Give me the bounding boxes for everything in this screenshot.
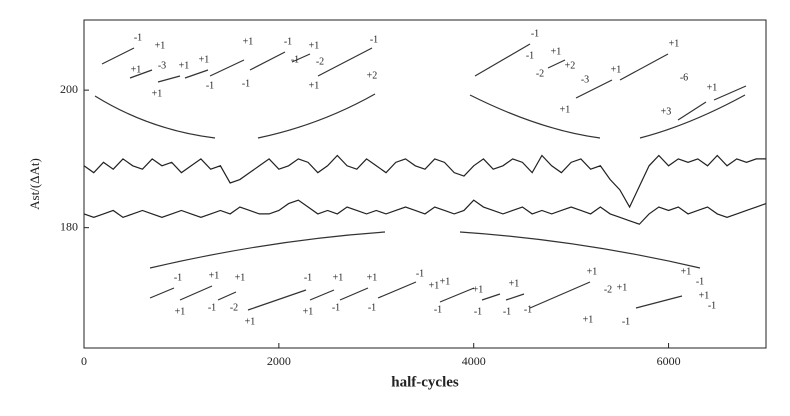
annotation: +2 bbox=[565, 60, 576, 71]
annotation: +1 bbox=[199, 54, 210, 65]
x-tick-label: 4000 bbox=[462, 354, 486, 368]
annotation: +1 bbox=[309, 80, 320, 91]
annotation: -3 bbox=[581, 74, 589, 85]
annotation: -2 bbox=[316, 56, 324, 67]
annotation: -2 bbox=[230, 302, 238, 313]
annotation: -1 bbox=[291, 54, 299, 65]
annotation: +1 bbox=[175, 306, 186, 317]
annotation: +1 bbox=[303, 306, 314, 317]
annotation: +1 bbox=[235, 272, 246, 283]
annotation: +1 bbox=[617, 282, 628, 293]
annotation: +1 bbox=[209, 270, 220, 281]
annotation: -1 bbox=[134, 32, 142, 43]
y-tick-label: 200 bbox=[60, 82, 78, 96]
annotation: -1 bbox=[174, 272, 182, 283]
annotation: -1 bbox=[370, 34, 378, 45]
annotation: -1 bbox=[526, 50, 534, 61]
annotation: +1 bbox=[179, 60, 190, 71]
annotation: -1 bbox=[284, 36, 292, 47]
annotation: +1 bbox=[509, 278, 520, 289]
annotation: +2 bbox=[367, 70, 378, 81]
annotation: -1 bbox=[304, 272, 312, 283]
annotation: +1 bbox=[551, 46, 562, 57]
annotation: -6 bbox=[680, 72, 688, 83]
annotation: -1 bbox=[474, 306, 482, 317]
annotation: -1 bbox=[434, 304, 442, 315]
annotation: +1 bbox=[429, 280, 440, 291]
annotation: +3 bbox=[661, 106, 672, 117]
annotation: -1 bbox=[208, 302, 216, 313]
annotation: +1 bbox=[155, 40, 166, 51]
inset-arrows bbox=[94, 93, 746, 269]
annotation: +1 bbox=[243, 36, 254, 47]
annotation: -1 bbox=[531, 28, 539, 39]
annotation: -1 bbox=[524, 304, 532, 315]
series-line bbox=[83, 154, 766, 209]
annotation: +1 bbox=[309, 40, 320, 51]
annotation: -1 bbox=[206, 80, 214, 91]
series-line bbox=[83, 199, 767, 225]
x-tick-label: 2000 bbox=[267, 354, 291, 368]
annotation: +1 bbox=[707, 82, 718, 93]
y-axis-label: Ast/(ΔAt) bbox=[27, 158, 42, 210]
annotation: -1 bbox=[416, 268, 424, 279]
annotation: -1 bbox=[503, 306, 511, 317]
annotation: +1 bbox=[583, 314, 594, 325]
inset-segments bbox=[101, 43, 747, 311]
annotation: -2 bbox=[604, 284, 612, 295]
annotation: -1 bbox=[708, 300, 716, 311]
annotation: +1 bbox=[245, 316, 256, 327]
annotation: +1 bbox=[699, 290, 710, 301]
x-tick-label: 6000 bbox=[657, 354, 681, 368]
annotation: +1 bbox=[333, 272, 344, 283]
annotation: +1 bbox=[131, 64, 142, 75]
plot-frame bbox=[83, 19, 767, 349]
annotation: -1 bbox=[622, 316, 630, 327]
annotation: -2 bbox=[536, 68, 544, 79]
annotation: +1 bbox=[473, 284, 484, 295]
annotation: +1 bbox=[587, 266, 598, 277]
annotation: +1 bbox=[611, 64, 622, 75]
annotation: -1 bbox=[368, 302, 376, 313]
annotation: -1 bbox=[242, 78, 250, 89]
annotation: -1 bbox=[696, 276, 704, 287]
annotation: +1 bbox=[681, 266, 692, 277]
annotation: +1 bbox=[440, 276, 451, 287]
annotation: +1 bbox=[152, 88, 163, 99]
annotation: -3 bbox=[158, 60, 166, 71]
x-axis-label: half-cycles bbox=[391, 374, 459, 390]
x-tick-label: 0 bbox=[81, 354, 87, 368]
y-tick-label: 180 bbox=[60, 219, 78, 233]
annotation: -1 bbox=[332, 302, 340, 313]
annotation: +1 bbox=[669, 38, 680, 49]
annotation: +1 bbox=[560, 104, 571, 115]
annotation: +1 bbox=[367, 272, 378, 283]
